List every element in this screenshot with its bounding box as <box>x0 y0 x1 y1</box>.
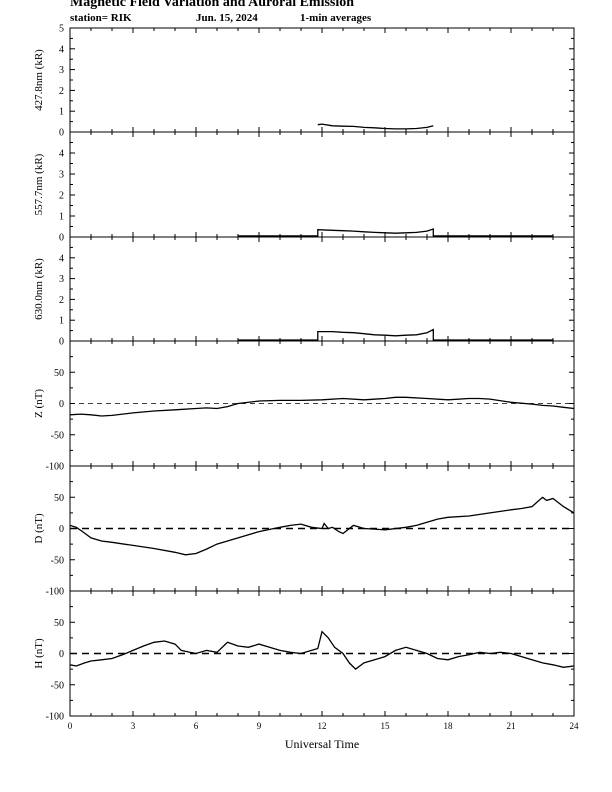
y-tick-label: 3 <box>59 274 64 285</box>
x-tick-label: 6 <box>194 721 199 731</box>
series-line <box>317 123 434 130</box>
panel-frame <box>69 236 575 342</box>
y-tick-label: -100 <box>46 712 64 723</box>
y-tick-label: 2 <box>59 86 64 97</box>
y-axis-label: 427.8nm (kR) <box>33 49 45 111</box>
y-tick-label: 50 <box>54 618 64 629</box>
y-axis-label: Z (nT) <box>33 389 45 418</box>
date-label: Jun. 15, 2024 <box>196 12 258 24</box>
y-tick-label: 3 <box>59 170 64 181</box>
y-tick-label: -50 <box>51 680 64 691</box>
series-line <box>238 328 553 341</box>
y-axis-label: H (nT) <box>33 638 45 669</box>
y-tick-label: 5 <box>59 24 64 35</box>
y-axis-label: 630.0nm (kR) <box>33 258 45 320</box>
y-tick-label: 0 <box>59 649 64 660</box>
y-tick-label: 50 <box>54 493 64 504</box>
y-tick-label: 50 <box>54 368 64 379</box>
y-tick-label: -100 <box>46 462 64 473</box>
y-tick-label: -50 <box>51 430 64 441</box>
y-tick-label: 4 <box>59 44 64 55</box>
y-tick-label: -100 <box>46 587 64 598</box>
x-tick-label: 0 <box>68 721 73 731</box>
averaging-label: 1-min averages <box>300 12 372 24</box>
series-line <box>69 396 575 417</box>
y-tick-label: 0 <box>59 524 64 535</box>
y-axis-label: D (nT) <box>33 513 45 544</box>
y-tick-label: 4 <box>59 253 64 264</box>
x-tick-label: 3 <box>131 721 136 731</box>
y-tick-label: 2 <box>59 191 64 202</box>
x-tick-label: 9 <box>257 721 262 731</box>
station-label: station= RIK <box>70 12 132 24</box>
y-tick-label: 2 <box>59 295 64 306</box>
y-axis-label: 557.7nm (kR) <box>33 153 45 215</box>
y-tick-label: 0 <box>59 399 64 410</box>
y-tick-label: 4 <box>59 149 64 160</box>
y-tick-label: 1 <box>59 107 64 118</box>
y-tick-label: 0 <box>59 233 64 244</box>
x-axis-label: Universal Time <box>285 737 359 751</box>
x-tick-label: 15 <box>381 721 391 731</box>
chart-title: Magnetic Field Variation and Auroral Emi… <box>70 0 355 10</box>
series-line <box>69 630 575 670</box>
y-tick-label: -50 <box>51 555 64 566</box>
x-tick-label: 18 <box>444 721 454 731</box>
series-line <box>69 496 575 556</box>
y-tick-label: 0 <box>59 337 64 348</box>
y-tick-label: 3 <box>59 65 64 76</box>
y-tick-label: 1 <box>59 316 64 327</box>
y-tick-label: 0 <box>59 128 64 139</box>
y-tick-label: 1 <box>59 212 64 223</box>
x-tick-label: 24 <box>570 721 580 731</box>
panel-frame <box>69 131 575 238</box>
series-line <box>238 228 553 237</box>
x-tick-label: 12 <box>318 721 327 731</box>
panel-frame <box>69 27 575 133</box>
x-tick-label: 21 <box>507 721 516 731</box>
